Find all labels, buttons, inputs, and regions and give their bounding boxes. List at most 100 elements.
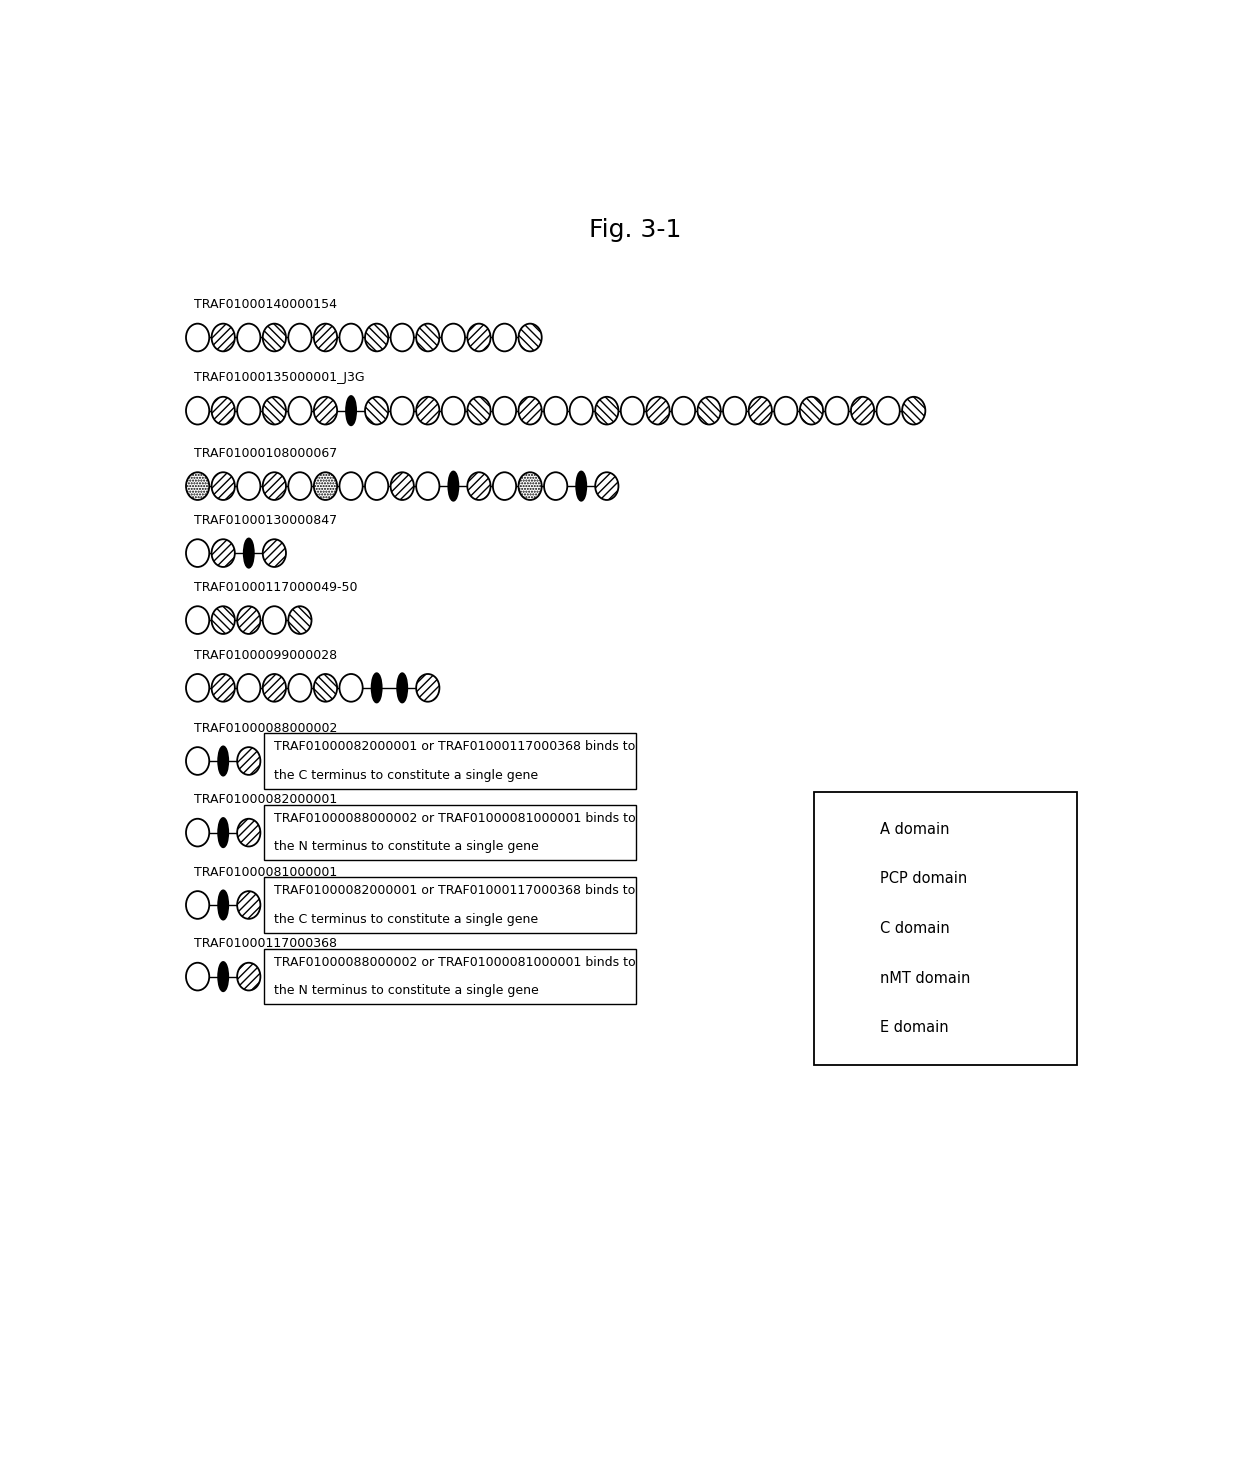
Ellipse shape <box>346 396 356 425</box>
Text: TRAF01000117000368: TRAF01000117000368 <box>193 938 337 951</box>
Text: PCP domain: PCP domain <box>879 872 967 886</box>
Ellipse shape <box>800 397 823 425</box>
Ellipse shape <box>492 324 516 352</box>
Ellipse shape <box>832 964 854 992</box>
Text: A domain: A domain <box>879 822 949 837</box>
Ellipse shape <box>237 472 260 500</box>
Ellipse shape <box>391 324 414 352</box>
Ellipse shape <box>237 747 260 775</box>
Ellipse shape <box>218 963 228 992</box>
Ellipse shape <box>372 674 382 703</box>
Ellipse shape <box>314 674 337 702</box>
Ellipse shape <box>263 539 286 567</box>
Ellipse shape <box>832 1014 854 1042</box>
Ellipse shape <box>417 674 439 702</box>
Ellipse shape <box>237 819 260 847</box>
Ellipse shape <box>595 472 619 500</box>
Text: TRAF01000088000002 or TRAF01000081000001 binds to: TRAF01000088000002 or TRAF01000081000001… <box>274 812 635 825</box>
Ellipse shape <box>467 397 491 425</box>
Ellipse shape <box>723 397 746 425</box>
Ellipse shape <box>288 397 311 425</box>
Ellipse shape <box>218 746 228 775</box>
Ellipse shape <box>544 397 567 425</box>
Text: nMT domain: nMT domain <box>879 971 970 986</box>
Ellipse shape <box>749 397 771 425</box>
Ellipse shape <box>212 472 234 500</box>
Ellipse shape <box>314 324 337 352</box>
Text: TRAF01000088000002: TRAF01000088000002 <box>193 722 337 735</box>
Ellipse shape <box>186 891 210 919</box>
Text: TRAF01000135000001_J3G: TRAF01000135000001_J3G <box>193 372 365 384</box>
FancyBboxPatch shape <box>813 791 1078 1065</box>
Ellipse shape <box>518 472 542 500</box>
Ellipse shape <box>832 815 854 842</box>
Ellipse shape <box>288 324 311 352</box>
Ellipse shape <box>218 891 228 920</box>
Ellipse shape <box>263 674 286 702</box>
Ellipse shape <box>646 397 670 425</box>
Ellipse shape <box>595 397 619 425</box>
Ellipse shape <box>263 472 286 500</box>
Ellipse shape <box>492 397 516 425</box>
Ellipse shape <box>186 472 210 500</box>
Ellipse shape <box>212 607 234 634</box>
Text: TRAF01000140000154: TRAF01000140000154 <box>193 299 337 312</box>
Ellipse shape <box>774 397 797 425</box>
FancyBboxPatch shape <box>264 878 636 933</box>
Ellipse shape <box>577 472 587 501</box>
Ellipse shape <box>518 324 542 352</box>
Ellipse shape <box>186 324 210 352</box>
Ellipse shape <box>391 397 414 425</box>
Ellipse shape <box>186 397 210 425</box>
Text: Fig. 3-1: Fig. 3-1 <box>589 218 682 242</box>
Ellipse shape <box>672 397 696 425</box>
Text: C domain: C domain <box>879 921 950 936</box>
Ellipse shape <box>288 472 311 500</box>
Ellipse shape <box>237 607 260 634</box>
Ellipse shape <box>569 397 593 425</box>
Text: TRAF01000130000847: TRAF01000130000847 <box>193 514 337 527</box>
Ellipse shape <box>186 607 210 634</box>
Ellipse shape <box>441 324 465 352</box>
Text: TRAF01000082000001 or TRAF01000117000368 binds to: TRAF01000082000001 or TRAF01000117000368… <box>274 740 635 753</box>
Ellipse shape <box>365 397 388 425</box>
Text: TRAF01000088000002 or TRAF01000081000001 binds to: TRAF01000088000002 or TRAF01000081000001… <box>274 955 635 968</box>
Ellipse shape <box>237 324 260 352</box>
Text: the N terminus to constitute a single gene: the N terminus to constitute a single ge… <box>274 984 538 998</box>
Text: TRAF01000099000028: TRAF01000099000028 <box>193 649 337 662</box>
Text: TRAF01000117000049-50: TRAF01000117000049-50 <box>193 582 357 593</box>
Ellipse shape <box>417 472 439 500</box>
Text: the N terminus to constitute a single gene: the N terminus to constitute a single ge… <box>274 841 538 853</box>
Text: the C terminus to constitute a single gene: the C terminus to constitute a single ge… <box>274 769 538 782</box>
Ellipse shape <box>467 472 491 500</box>
Ellipse shape <box>901 397 925 425</box>
Text: TRAF01000108000067: TRAF01000108000067 <box>193 447 337 460</box>
FancyBboxPatch shape <box>264 734 636 788</box>
Ellipse shape <box>244 539 254 568</box>
Ellipse shape <box>288 674 311 702</box>
Ellipse shape <box>832 914 854 942</box>
Ellipse shape <box>417 397 439 425</box>
Ellipse shape <box>826 397 848 425</box>
Text: the C terminus to constitute a single gene: the C terminus to constitute a single ge… <box>274 913 538 926</box>
Ellipse shape <box>212 539 234 567</box>
Ellipse shape <box>212 324 234 352</box>
Ellipse shape <box>877 397 900 425</box>
Ellipse shape <box>697 397 720 425</box>
Ellipse shape <box>340 674 362 702</box>
Ellipse shape <box>340 324 362 352</box>
Ellipse shape <box>365 324 388 352</box>
Ellipse shape <box>186 963 210 990</box>
Ellipse shape <box>397 674 407 703</box>
Ellipse shape <box>186 674 210 702</box>
Ellipse shape <box>212 674 234 702</box>
Ellipse shape <box>186 747 210 775</box>
Ellipse shape <box>212 397 234 425</box>
Text: TRAF01000081000001: TRAF01000081000001 <box>193 866 337 879</box>
Ellipse shape <box>851 397 874 425</box>
Ellipse shape <box>263 397 286 425</box>
Ellipse shape <box>518 397 542 425</box>
Ellipse shape <box>237 397 260 425</box>
Ellipse shape <box>340 472 362 500</box>
Ellipse shape <box>237 891 260 919</box>
